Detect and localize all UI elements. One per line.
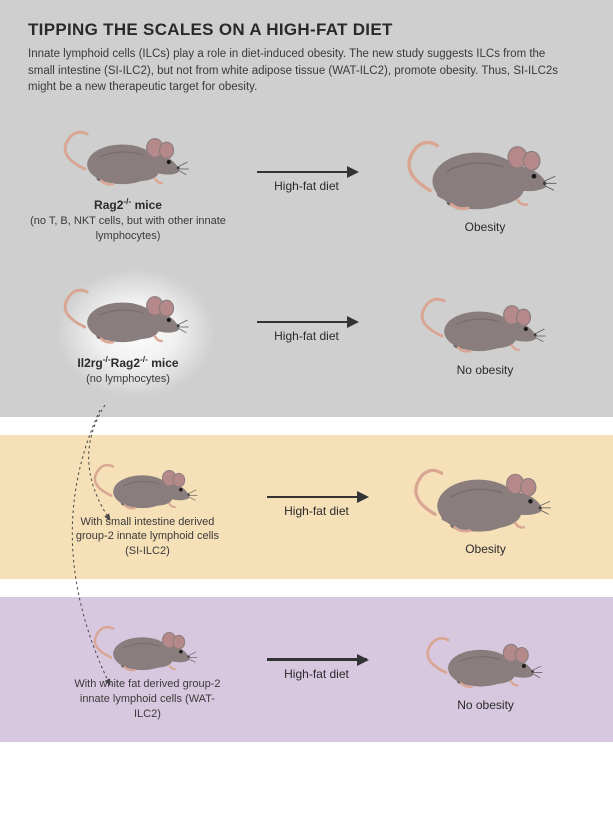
wat-mouse-col: With white fat derived group-2 innate ly… [48, 617, 247, 722]
wat-sub: With white fat derived group-2 innate ly… [67, 677, 227, 722]
row-wat: With white fat derived group-2 innate ly… [28, 617, 585, 722]
infographic-title: TIPPING THE SCALES ON A HIGH-FAT DIET [28, 20, 585, 40]
mouse-icon-normal-result [415, 287, 555, 357]
row-il2rg: Il2rg-/-Rag2-/- mice (no lymphocytes) Hi… [28, 278, 585, 387]
arrow-label: High-fat diet [284, 504, 349, 518]
arrow-si: High-fat diet [247, 496, 386, 519]
mouse-icon-il2rg [58, 278, 198, 348]
il2rg-result: No obesity [457, 363, 514, 377]
panel-si: With small intestine derived group-2 inn… [0, 435, 613, 580]
infographic-subtitle: Innate lymphoid cells (ILCs) play a role… [28, 46, 568, 96]
arrow-il2rg: High-fat diet [237, 321, 377, 344]
mouse-icon-obese [400, 129, 570, 214]
row-si: With small intestine derived group-2 inn… [28, 455, 585, 560]
rag2-mouse-col: Rag2-/- mice (no T, B, NKT cells, but wi… [28, 120, 228, 244]
arrow-wat: High-fat diet [247, 658, 386, 681]
arrow-label: High-fat diet [284, 667, 349, 681]
rag2-sub: (no T, B, NKT cells, but with other inna… [28, 214, 228, 244]
mouse-icon-wat [87, 617, 207, 675]
rag2-result: Obesity [465, 220, 506, 234]
arrow-icon [267, 658, 367, 661]
il2rg-mouse-col: Il2rg-/-Rag2-/- mice (no lymphocytes) [28, 278, 228, 387]
wat-result-col: No obesity [386, 627, 585, 712]
arrow-icon [267, 496, 367, 499]
si-result-col: Obesity [386, 458, 585, 556]
mouse-icon-rag2 [58, 120, 198, 190]
panel-wat: With white fat derived group-2 innate ly… [0, 597, 613, 742]
si-mouse-col: With small intestine derived group-2 inn… [48, 455, 247, 560]
il2rg-result-col: No obesity [385, 287, 585, 377]
arrow-label: High-fat diet [274, 329, 339, 343]
arrow-label: High-fat diet [274, 179, 339, 193]
arrow-icon [257, 171, 357, 174]
mouse-icon-normal-wat [421, 627, 551, 692]
il2rg-sub: (no lymphocytes) [86, 372, 170, 387]
si-result: Obesity [465, 542, 506, 556]
panel-main: TIPPING THE SCALES ON A HIGH-FAT DIET In… [0, 0, 613, 417]
il2rg-label: Il2rg-/-Rag2-/- mice [77, 354, 178, 370]
wat-result: No obesity [457, 698, 514, 712]
row-rag2: Rag2-/- mice (no T, B, NKT cells, but wi… [28, 120, 585, 244]
arrow-icon [257, 321, 357, 324]
mouse-icon-obese-si [408, 458, 563, 536]
rag2-result-col: Obesity [385, 129, 585, 234]
mouse-icon-si [87, 455, 207, 513]
si-sub: With small intestine derived group-2 inn… [67, 515, 227, 560]
rag2-label: Rag2-/- mice [94, 196, 162, 212]
arrow-rag2: High-fat diet [237, 171, 377, 194]
